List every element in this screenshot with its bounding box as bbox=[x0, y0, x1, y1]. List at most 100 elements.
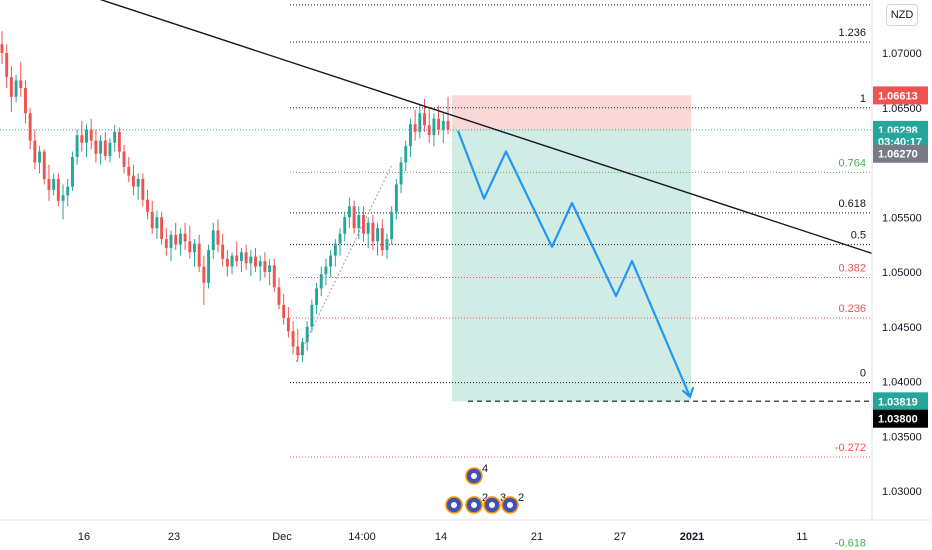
candle-body bbox=[5, 53, 9, 78]
candle-body bbox=[418, 113, 422, 132]
candle-body bbox=[385, 239, 389, 251]
candle-body bbox=[47, 178, 51, 190]
candle-body bbox=[38, 151, 42, 163]
candle-body bbox=[70, 157, 74, 187]
candle-body bbox=[305, 326, 309, 343]
candle-body bbox=[357, 215, 361, 229]
candle-body bbox=[216, 230, 220, 245]
candle-body bbox=[225, 258, 229, 267]
plot-area bbox=[0, 0, 872, 520]
candle-body bbox=[0, 44, 4, 53]
candle-body bbox=[423, 113, 426, 126]
x-tick-label: Dec bbox=[272, 531, 292, 543]
fibonacci-levels: 1.236 1 0.764 0.618 0.5 0.382 0.236 0 -0.272 -0.6… bbox=[290, 4, 872, 549]
candle-body bbox=[108, 142, 112, 156]
x-tick-label: 2021 bbox=[680, 531, 704, 543]
fib-level-label: 0.764 bbox=[838, 157, 866, 169]
x-tick-label: 14 bbox=[435, 531, 447, 543]
take-profit-zone bbox=[452, 129, 691, 402]
fib-level-label: 0 bbox=[860, 368, 866, 380]
price-badge bbox=[873, 86, 928, 105]
price-badge-label: 1.03800 bbox=[878, 414, 918, 426]
candle-body bbox=[258, 261, 262, 267]
candle-body bbox=[211, 230, 215, 251]
candle-body bbox=[296, 346, 300, 356]
candle-body bbox=[362, 215, 365, 234]
y-tick-label: 1.06500 bbox=[882, 103, 922, 115]
candles bbox=[0, 31, 450, 362]
candle-body bbox=[286, 317, 290, 332]
event-marker-upper: 4 bbox=[465, 463, 488, 485]
event-marker: 2 bbox=[465, 492, 488, 514]
candle-body bbox=[437, 118, 441, 130]
fib-level-label: 0.618 bbox=[838, 198, 866, 210]
candle-body bbox=[80, 135, 84, 143]
price-badges: 1.066131.0629803:40:171.062701.038191.03… bbox=[873, 86, 928, 428]
candle-body bbox=[268, 265, 272, 272]
candle-body bbox=[301, 342, 304, 356]
candle-body bbox=[315, 288, 319, 305]
candle-body bbox=[66, 186, 70, 196]
fib-level-label: -0.272 bbox=[835, 442, 866, 454]
candle-body bbox=[366, 222, 370, 234]
stop-loss-zone bbox=[452, 95, 691, 130]
event-marker: 2 bbox=[501, 492, 524, 514]
wave-arrowhead bbox=[681, 386, 695, 399]
event-flag-dot bbox=[471, 502, 477, 508]
candle-body bbox=[127, 166, 131, 176]
candle-body bbox=[183, 233, 187, 242]
candle-body bbox=[319, 274, 323, 289]
position-zones bbox=[0, 0, 872, 520]
candle-body bbox=[441, 120, 445, 130]
candle-body bbox=[174, 234, 178, 245]
candle-body bbox=[249, 256, 253, 264]
candle-body bbox=[136, 178, 140, 187]
candle-body bbox=[169, 234, 173, 248]
fib-level-label: 0.5 bbox=[851, 230, 866, 242]
event-flag-dot bbox=[507, 502, 513, 508]
candle-body bbox=[155, 217, 159, 229]
event-count: 3 bbox=[500, 492, 506, 504]
candle-body bbox=[141, 178, 145, 200]
candle-body bbox=[122, 151, 126, 167]
price-badge bbox=[873, 409, 928, 428]
candle-body bbox=[202, 266, 206, 283]
currency-button[interactable]: NZD bbox=[886, 4, 918, 26]
candle-body bbox=[235, 255, 239, 262]
price-badge bbox=[873, 144, 928, 163]
candle-body bbox=[371, 222, 375, 242]
fib-level-label: -0.618 bbox=[835, 537, 866, 549]
candle-body bbox=[329, 255, 333, 267]
candle-body bbox=[446, 120, 450, 130]
candle-body bbox=[61, 195, 65, 201]
candle-body bbox=[164, 239, 168, 248]
candle-body bbox=[230, 255, 234, 267]
candle-body bbox=[197, 243, 201, 267]
candle-body bbox=[178, 233, 182, 245]
x-tick-label: 14:00 bbox=[348, 531, 376, 543]
candle-body bbox=[146, 199, 149, 212]
candle-body bbox=[89, 129, 93, 141]
y-tick-label: 1.04000 bbox=[882, 377, 922, 389]
candle-body bbox=[310, 304, 314, 327]
event-flag-dot bbox=[451, 502, 457, 508]
event-marker bbox=[445, 496, 463, 514]
candle-body bbox=[19, 80, 23, 89]
candle-body bbox=[399, 162, 403, 185]
candle-body bbox=[24, 88, 27, 114]
y-tick-label: 1.05000 bbox=[882, 267, 922, 279]
candle-body bbox=[380, 228, 384, 251]
event-flag-dot bbox=[489, 502, 495, 508]
candle-body bbox=[352, 206, 356, 229]
y-tick-label: 1.07000 bbox=[882, 48, 922, 60]
candle-body bbox=[394, 184, 398, 212]
event-markers: 4 2 3 2 bbox=[445, 463, 524, 514]
x-tick-label: 23 bbox=[168, 531, 180, 543]
y-tick-label: 1.03500 bbox=[882, 431, 922, 443]
candle-body bbox=[56, 178, 60, 201]
x-tick-label: 21 bbox=[531, 531, 543, 543]
event-count: 2 bbox=[518, 492, 524, 504]
candle-body bbox=[9, 77, 13, 97]
